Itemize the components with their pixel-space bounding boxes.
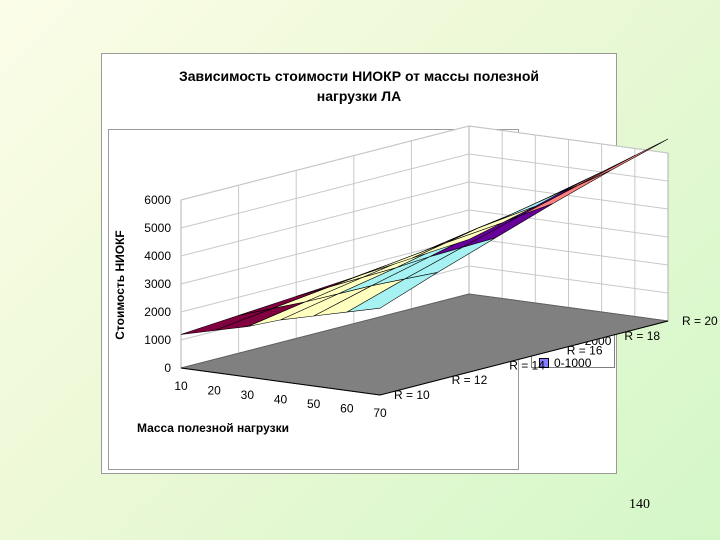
x-tick-label: 60: [340, 402, 354, 416]
series-tick-label: R = 16: [567, 344, 603, 358]
z-tick-label: 2000: [144, 305, 171, 319]
series-tick-label: R = 18: [624, 329, 660, 343]
chart-title-line-2: нагрузки ЛА: [316, 88, 402, 104]
z-tick-label: 1000: [144, 333, 171, 347]
legend-item: 0-1000: [532, 352, 614, 374]
chart-title: Зависимость стоимости НИОКР от массы пол…: [102, 66, 616, 106]
z-tick-label: 3000: [144, 277, 171, 291]
series-tick-label: R = 10: [394, 388, 430, 402]
x-tick-label: 50: [307, 397, 321, 411]
series-tick-label: R = 20: [682, 314, 718, 328]
x-axis-title: Масса полезной нагрузки: [137, 421, 289, 435]
z-tick-label: 5000: [144, 221, 171, 235]
axis-ticks: 0 1000 2000 3000 4000 5000 6000 10 20 30 40 50 60 70 R…: [144, 193, 718, 420]
chart-title-line-1: Зависимость стоимости НИОКР от массы пол…: [178, 68, 540, 84]
series-tick-label: R = 12: [452, 373, 488, 387]
x-tick-label: 20: [207, 384, 221, 398]
z-tick-label: 6000: [144, 193, 171, 207]
surface-cell: [180, 308, 272, 335]
series-axis-line: [379, 320, 669, 396]
legend-label: 0-1000: [554, 356, 592, 371]
z-tick-label: 4000: [144, 249, 171, 263]
x-tick-label: 70: [373, 406, 387, 420]
z-tick-label: 0: [164, 361, 171, 375]
surface-mesh: [180, 138, 669, 335]
page-number: 140: [629, 497, 650, 512]
legend-swatch: [539, 358, 549, 369]
x-tick-label: 30: [241, 388, 255, 402]
x-tick-label: 10: [174, 379, 188, 393]
x-tick-label: 40: [274, 393, 288, 407]
series-tick-label: R = 14: [509, 358, 545, 372]
y-axis-title: Стоимость НИОКF: [113, 230, 127, 340]
chart-floor: [180, 293, 669, 396]
x-axis-line: [180, 367, 381, 396]
chart-walls: [180, 125, 669, 369]
